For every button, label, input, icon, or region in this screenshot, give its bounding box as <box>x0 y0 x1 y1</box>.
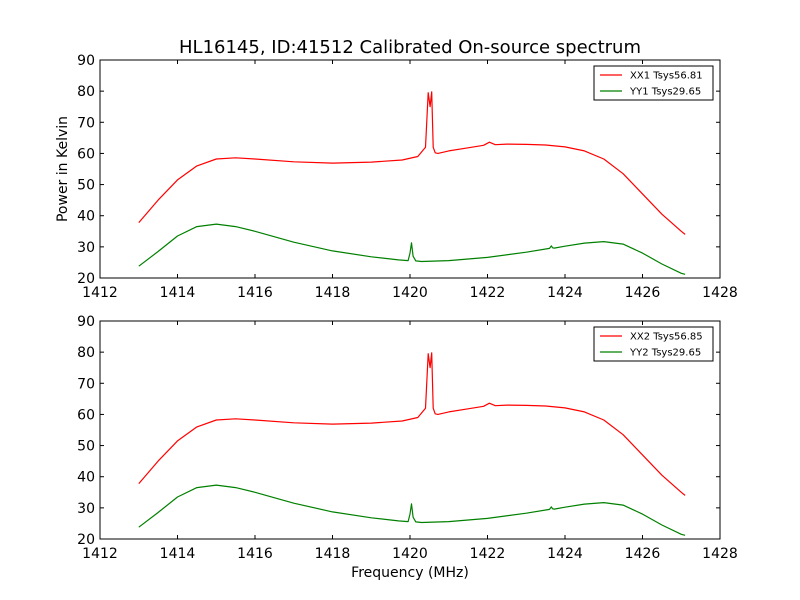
series-line-1-1 <box>138 91 686 235</box>
x-tick-label: 1414 <box>160 285 196 301</box>
series-line-1-2 <box>138 223 686 275</box>
legend-label-2: YY1 Tsys29.65 <box>629 87 701 98</box>
x-tick-label: 1424 <box>547 546 583 562</box>
x-tick-label: 1422 <box>470 285 506 301</box>
y-tick-label: 90 <box>77 314 95 330</box>
chart-panel-2: 1412 1414 1416 1418 1420 1422 1424 1426 1428 20 30… <box>77 314 738 562</box>
legend-label-1: XX2 Tsys56.85 <box>630 332 703 343</box>
y-tick-label: 60 <box>77 146 95 162</box>
y-tick-label: 90 <box>77 53 95 69</box>
legend-label-2: YY2 Tsys29.65 <box>629 348 701 359</box>
y-tick-label: 30 <box>77 501 95 517</box>
x-tick-label: 1426 <box>625 285 661 301</box>
y-tick-label: 70 <box>77 376 95 392</box>
x-tick-label: 1420 <box>392 285 428 301</box>
chart-panel-1: 1412 1414 1416 1418 1420 1422 1424 1426 1428 20 30… <box>77 53 738 301</box>
x-tick-label: 1416 <box>237 546 273 562</box>
x-tick-label: 1416 <box>237 285 273 301</box>
y-tick-label: 60 <box>77 407 95 423</box>
x-tick-label: 1412 <box>82 285 118 301</box>
y-tick-label: 40 <box>77 470 95 486</box>
y-tick-label: 80 <box>77 345 95 361</box>
x-tick-label: 1428 <box>702 546 738 562</box>
legend-box <box>593 65 714 101</box>
y-tick-label: 50 <box>77 178 95 194</box>
x-tick-label: 1426 <box>625 546 661 562</box>
x-tick-label: 1424 <box>547 285 583 301</box>
y-tick-label: 50 <box>77 439 95 455</box>
x-tick-label: 1420 <box>392 546 428 562</box>
x-tick-label: 1414 <box>160 546 196 562</box>
y-tick-label: 70 <box>77 115 95 131</box>
x-tick-label: 1422 <box>470 546 506 562</box>
y-tick-label: 20 <box>77 532 95 548</box>
legend-box <box>593 326 714 362</box>
x-axis-label: Frequency (MHz) <box>351 565 469 581</box>
series-line-2-2 <box>138 484 686 536</box>
y-tick-label: 30 <box>77 240 95 256</box>
legend: XX1 Tsys56.81 YY1 Tsys29.65 <box>593 65 714 101</box>
plots-group: 1412 1414 1416 1418 1420 1422 1424 1426 1428 20 30… <box>77 53 738 562</box>
series-line-2-1 <box>138 352 686 496</box>
x-tick-label: 1418 <box>315 285 351 301</box>
figure-title: HL16145, ID:41512 Calibrated On-source s… <box>179 37 641 58</box>
y-tick-label: 80 <box>77 84 95 100</box>
legend: XX2 Tsys56.85 YY2 Tsys29.65 <box>593 326 714 362</box>
x-tick-label: 1412 <box>82 546 118 562</box>
x-tick-label: 1428 <box>702 285 738 301</box>
y-tick-label: 20 <box>77 271 95 287</box>
y-tick-label: 40 <box>77 209 95 225</box>
y-axis-label: Power in Kelvin <box>55 116 71 222</box>
legend-label-1: XX1 Tsys56.81 <box>630 71 703 82</box>
x-tick-label: 1418 <box>315 546 351 562</box>
